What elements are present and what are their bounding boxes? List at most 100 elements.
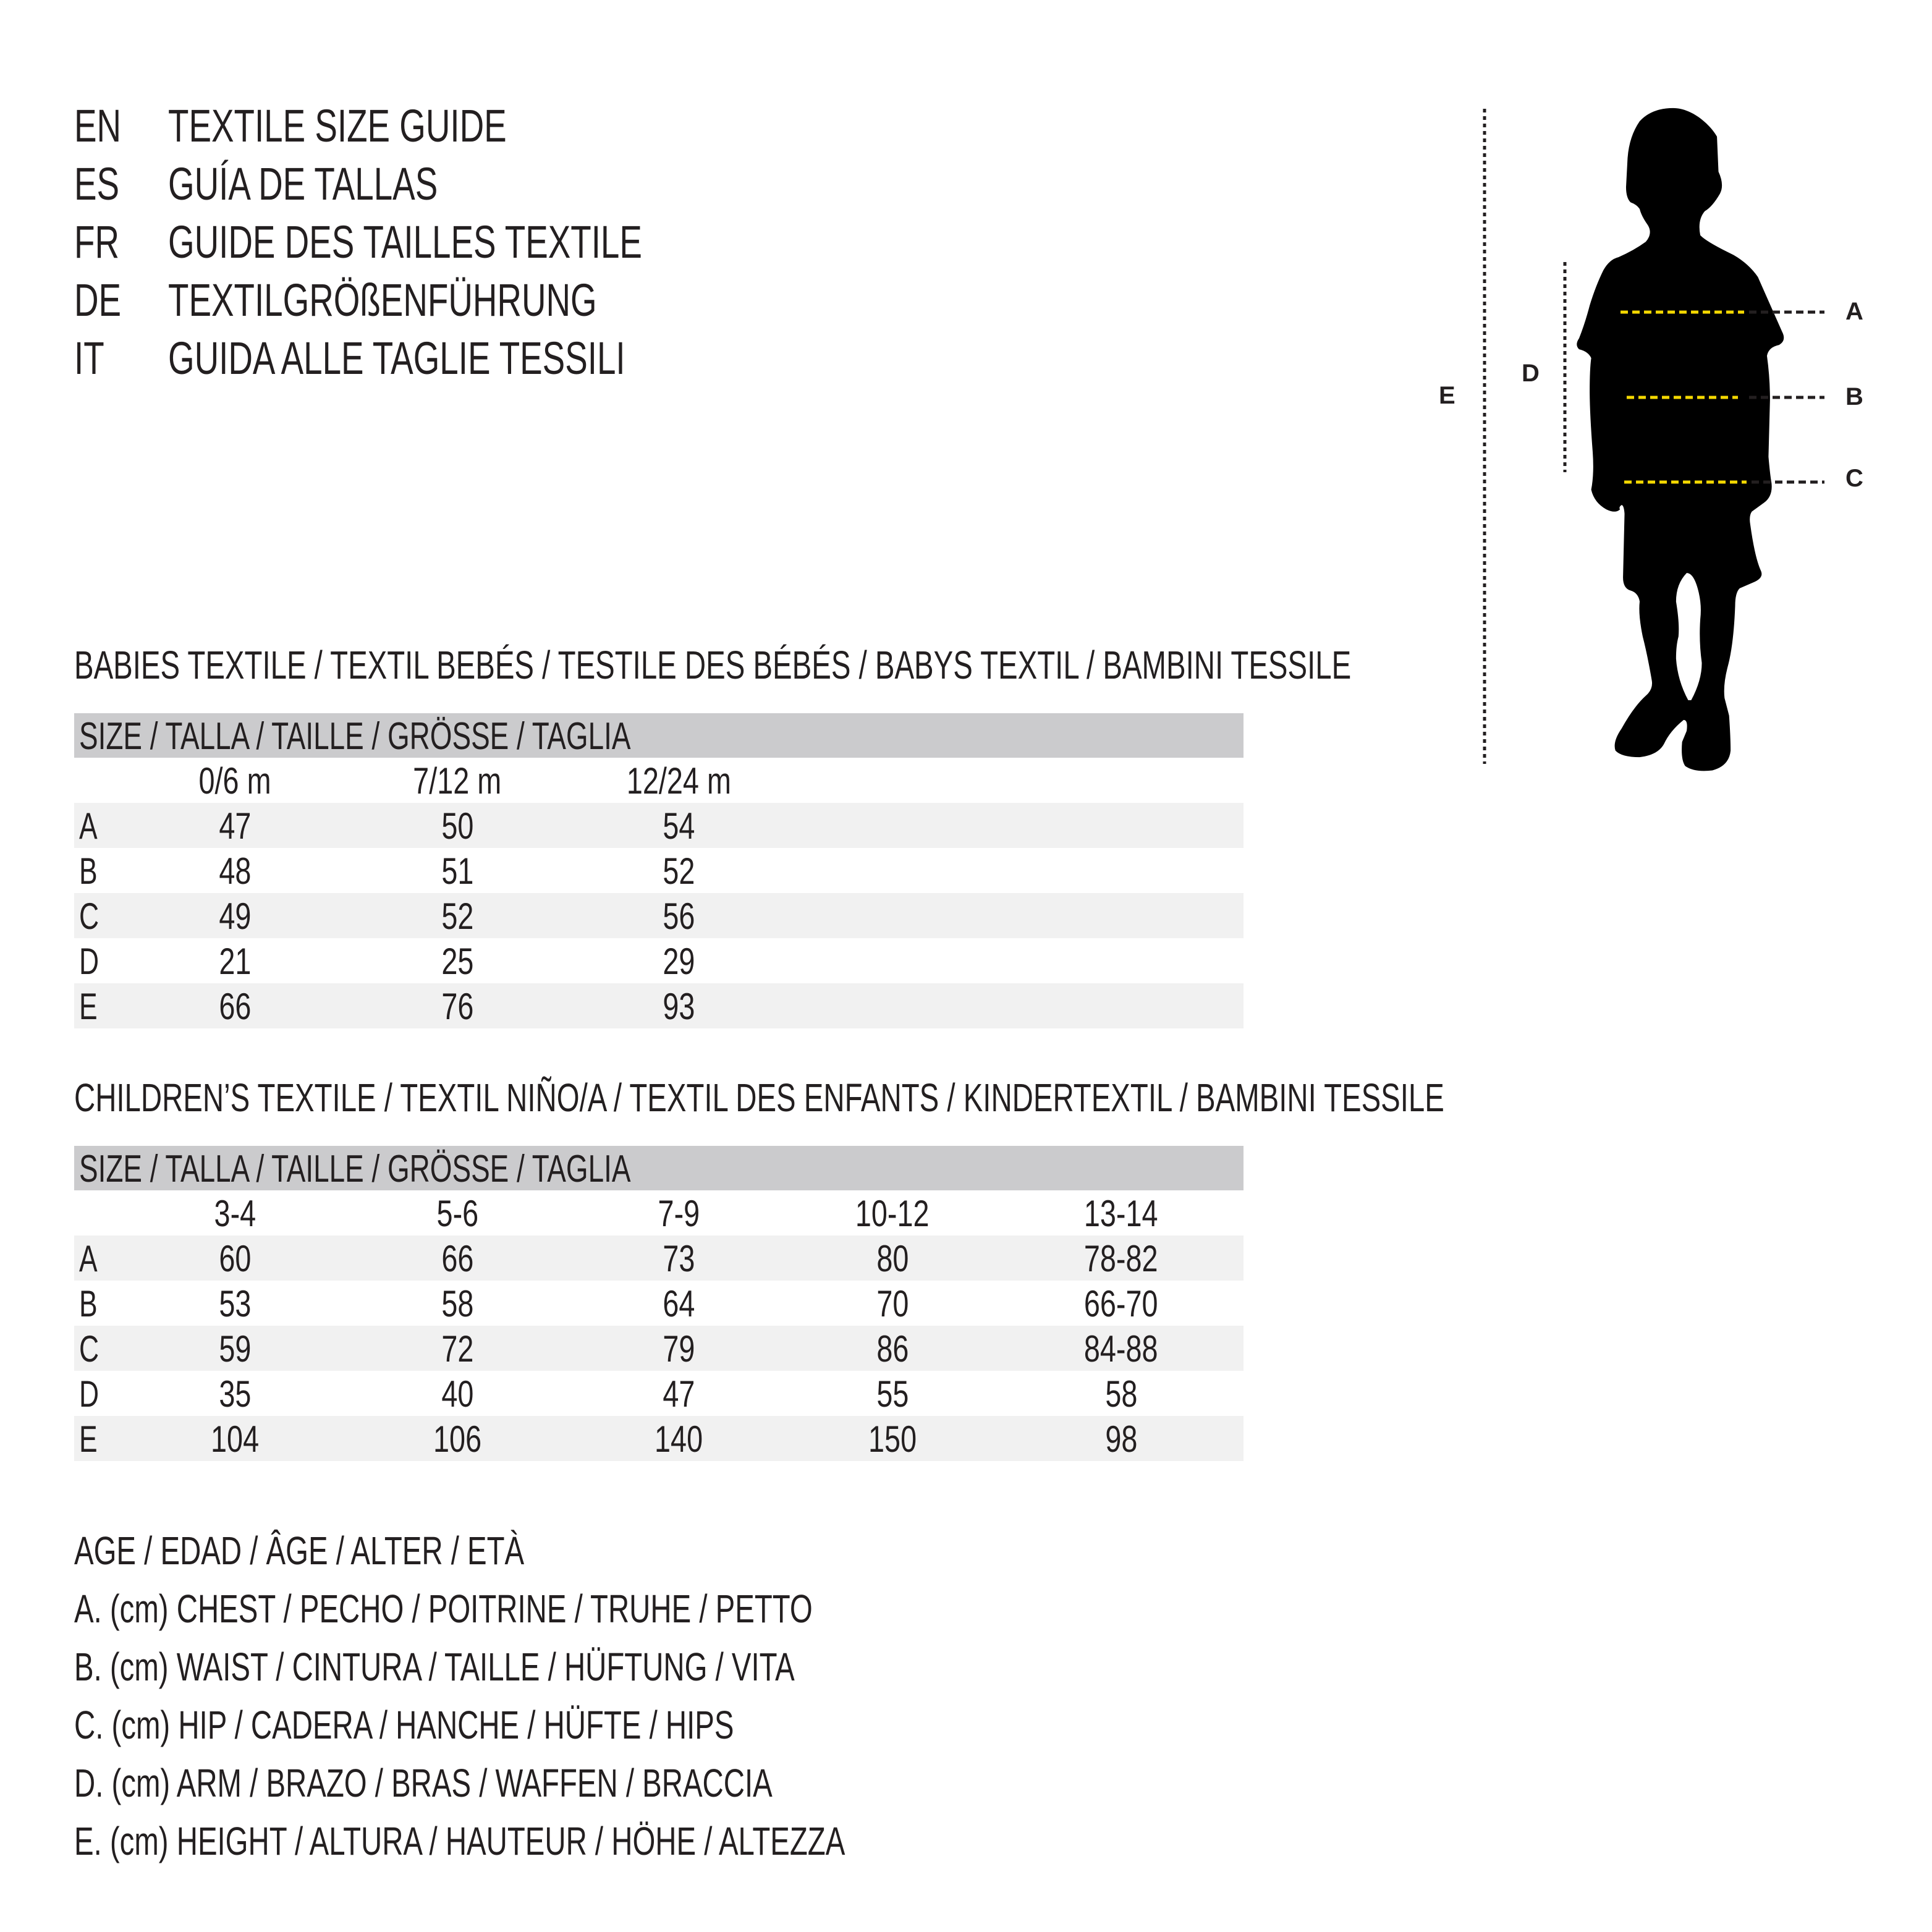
legend-item-chest: A. (cm) CHEST / PECHO / POITRINE / TRUHE… [74, 1580, 1116, 1638]
legend-text: D. (cm) ARM / BRAZO / BRAS / WAFFEN / BR… [74, 1761, 773, 1805]
table-cell: 66 [441, 1238, 474, 1279]
column-header: 3-4 [214, 1193, 256, 1234]
lang-code: FR [74, 216, 120, 268]
child-silhouette-icon [1577, 108, 1784, 771]
label-a: A [1845, 298, 1863, 325]
size-header-text: SIZE / TALLA / TAILLE / GRÖSSE / TAGLIA [79, 1148, 631, 1190]
table-row: D 35 40 47 55 58 [74, 1371, 1244, 1416]
table-cell: 80 [876, 1238, 909, 1279]
row-label: A [79, 805, 98, 847]
size-header-text: SIZE / TALLA / TAILLE / GRÖSSE / TAGLIA [79, 715, 631, 758]
table-cell: 64 [662, 1283, 695, 1324]
row-label: E [79, 1418, 98, 1460]
table-cell: 47 [218, 805, 252, 847]
table-cell: 47 [662, 1373, 695, 1415]
table-cell: 21 [218, 941, 252, 982]
heading-text: CHILDREN’S TEXTILE / TEXTIL NIÑO/A / TEX… [74, 1075, 1444, 1120]
legend-text: C. (cm) HIP / CADERA / HANCHE / HÜFTE / … [74, 1703, 734, 1747]
label-e: E [1439, 382, 1455, 409]
table-cell: 150 [868, 1418, 917, 1460]
title-text: GUIDE DES TAILLES TEXTILE [168, 216, 642, 268]
table-row: E 66 76 93 [74, 983, 1244, 1028]
row-label: C [79, 1328, 100, 1370]
table-cell: 54 [662, 805, 695, 847]
table-row: C 59 72 79 86 84-88 [74, 1326, 1244, 1371]
column-header-row: 0/6 m 7/12 m 12/24 m [74, 758, 1244, 803]
table-cell: 50 [441, 805, 474, 847]
lang-code: DE [74, 274, 122, 326]
table-cell: 79 [662, 1328, 695, 1370]
label-d: D [1522, 360, 1540, 387]
column-header: 5-6 [436, 1193, 478, 1234]
table-cell: 73 [662, 1238, 695, 1279]
table-row: A 47 50 54 [74, 803, 1244, 848]
legend-text: A. (cm) CHEST / PECHO / POITRINE / TRUHE… [74, 1587, 813, 1631]
table-cell: 35 [218, 1373, 252, 1415]
table-row: E 104 106 140 150 98 [74, 1416, 1244, 1461]
table-cell: 60 [218, 1238, 252, 1279]
table-cell: 86 [876, 1328, 909, 1370]
table-cell: 49 [218, 896, 252, 937]
lang-code: IT [74, 333, 104, 384]
table-cell: 25 [441, 941, 474, 982]
children-heading: CHILDREN’S TEXTILE / TEXTIL NIÑO/A / TEX… [74, 1073, 1926, 1122]
lang-code: EN [74, 100, 122, 151]
table-cell: 58 [1104, 1373, 1138, 1415]
table-cell: 55 [876, 1373, 909, 1415]
table-cell: 93 [662, 986, 695, 1027]
legend-item-waist: B. (cm) WAIST / CINTURA / TAILLE / HÜFTU… [74, 1638, 1116, 1696]
babies-heading: BABIES TEXTILE / TEXTIL BEBÉS / TESTILE … [74, 640, 1800, 690]
table-cell: 66-70 [1084, 1283, 1158, 1324]
table-cell: 70 [876, 1283, 909, 1324]
table-row: D 21 25 29 [74, 938, 1244, 983]
legend-item-age: AGE / EDAD / ÂGE / ALTER / ETÀ [74, 1522, 1116, 1580]
size-header: SIZE / TALLA / TAILLE / GRÖSSE / TAGLIA [74, 1146, 1244, 1190]
table-cell: 59 [218, 1328, 252, 1370]
heading-text: BABIES TEXTILE / TEXTIL BEBÉS / TESTILE … [74, 643, 1352, 687]
title-text: TEXTILE SIZE GUIDE [168, 100, 507, 151]
legend-item-hip: C. (cm) HIP / CADERA / HANCHE / HÜFTE / … [74, 1696, 1116, 1754]
row-label: B [79, 850, 98, 892]
table-cell: 29 [662, 941, 695, 982]
column-header-row: 3-4 5-6 7-9 10-12 13-14 [74, 1190, 1244, 1235]
row-label: E [79, 986, 98, 1027]
title-text: TEXTILGRÖßENFÜHRUNG [168, 274, 597, 326]
size-header: SIZE / TALLA / TAILLE / GRÖSSE / TAGLIA [74, 713, 1244, 758]
title-text: GUIDA ALLE TAGLIE TESSILI [168, 333, 625, 384]
table-row: C 49 52 56 [74, 893, 1244, 938]
table-cell: 72 [441, 1328, 474, 1370]
label-c: C [1845, 465, 1863, 492]
table-cell: 53 [218, 1283, 252, 1324]
legend-item-height: E. (cm) HEIGHT / ALTURA / HAUTEUR / HÖHE… [74, 1812, 1116, 1870]
legend-text: E. (cm) HEIGHT / ALTURA / HAUTEUR / HÖHE… [74, 1819, 845, 1863]
table-cell: 51 [441, 850, 474, 892]
title-text: GUÍA DE TALLAS [168, 158, 438, 210]
table-cell: 56 [662, 896, 695, 937]
column-header: 10-12 [855, 1193, 930, 1234]
legend: AGE / EDAD / ÂGE / ALTER / ETÀ A. (cm) C… [74, 1522, 1116, 1870]
column-header: 7/12 m [413, 760, 502, 802]
column-header: 7-9 [658, 1193, 700, 1234]
table-cell: 106 [433, 1418, 482, 1460]
row-label: B [79, 1283, 98, 1324]
column-header: 0/6 m [198, 760, 271, 802]
table-row: B 53 58 64 70 66-70 [74, 1281, 1244, 1326]
table-cell: 48 [218, 850, 252, 892]
table-cell: 52 [662, 850, 695, 892]
column-header: 13-14 [1084, 1193, 1158, 1234]
table-cell: 98 [1104, 1418, 1138, 1460]
table-cell: 66 [218, 986, 252, 1027]
row-label: D [79, 1373, 100, 1415]
table-cell: 140 [654, 1418, 703, 1460]
legend-item-arm: D. (cm) ARM / BRAZO / BRAS / WAFFEN / BR… [74, 1754, 1116, 1812]
children-table: SIZE / TALLA / TAILLE / GRÖSSE / TAGLIA … [74, 1146, 1244, 1461]
table-cell: 78-82 [1084, 1238, 1158, 1279]
measure-lines [1483, 109, 1824, 764]
column-header: 12/24 m [626, 760, 731, 802]
table-cell: 40 [441, 1373, 474, 1415]
legend-text: AGE / EDAD / ÂGE / ALTER / ETÀ [74, 1528, 525, 1573]
table-cell: 104 [210, 1418, 260, 1460]
table-row: B 48 51 52 [74, 848, 1244, 893]
row-label: A [79, 1238, 98, 1279]
babies-table: SIZE / TALLA / TAILLE / GRÖSSE / TAGLIA … [74, 713, 1244, 1028]
